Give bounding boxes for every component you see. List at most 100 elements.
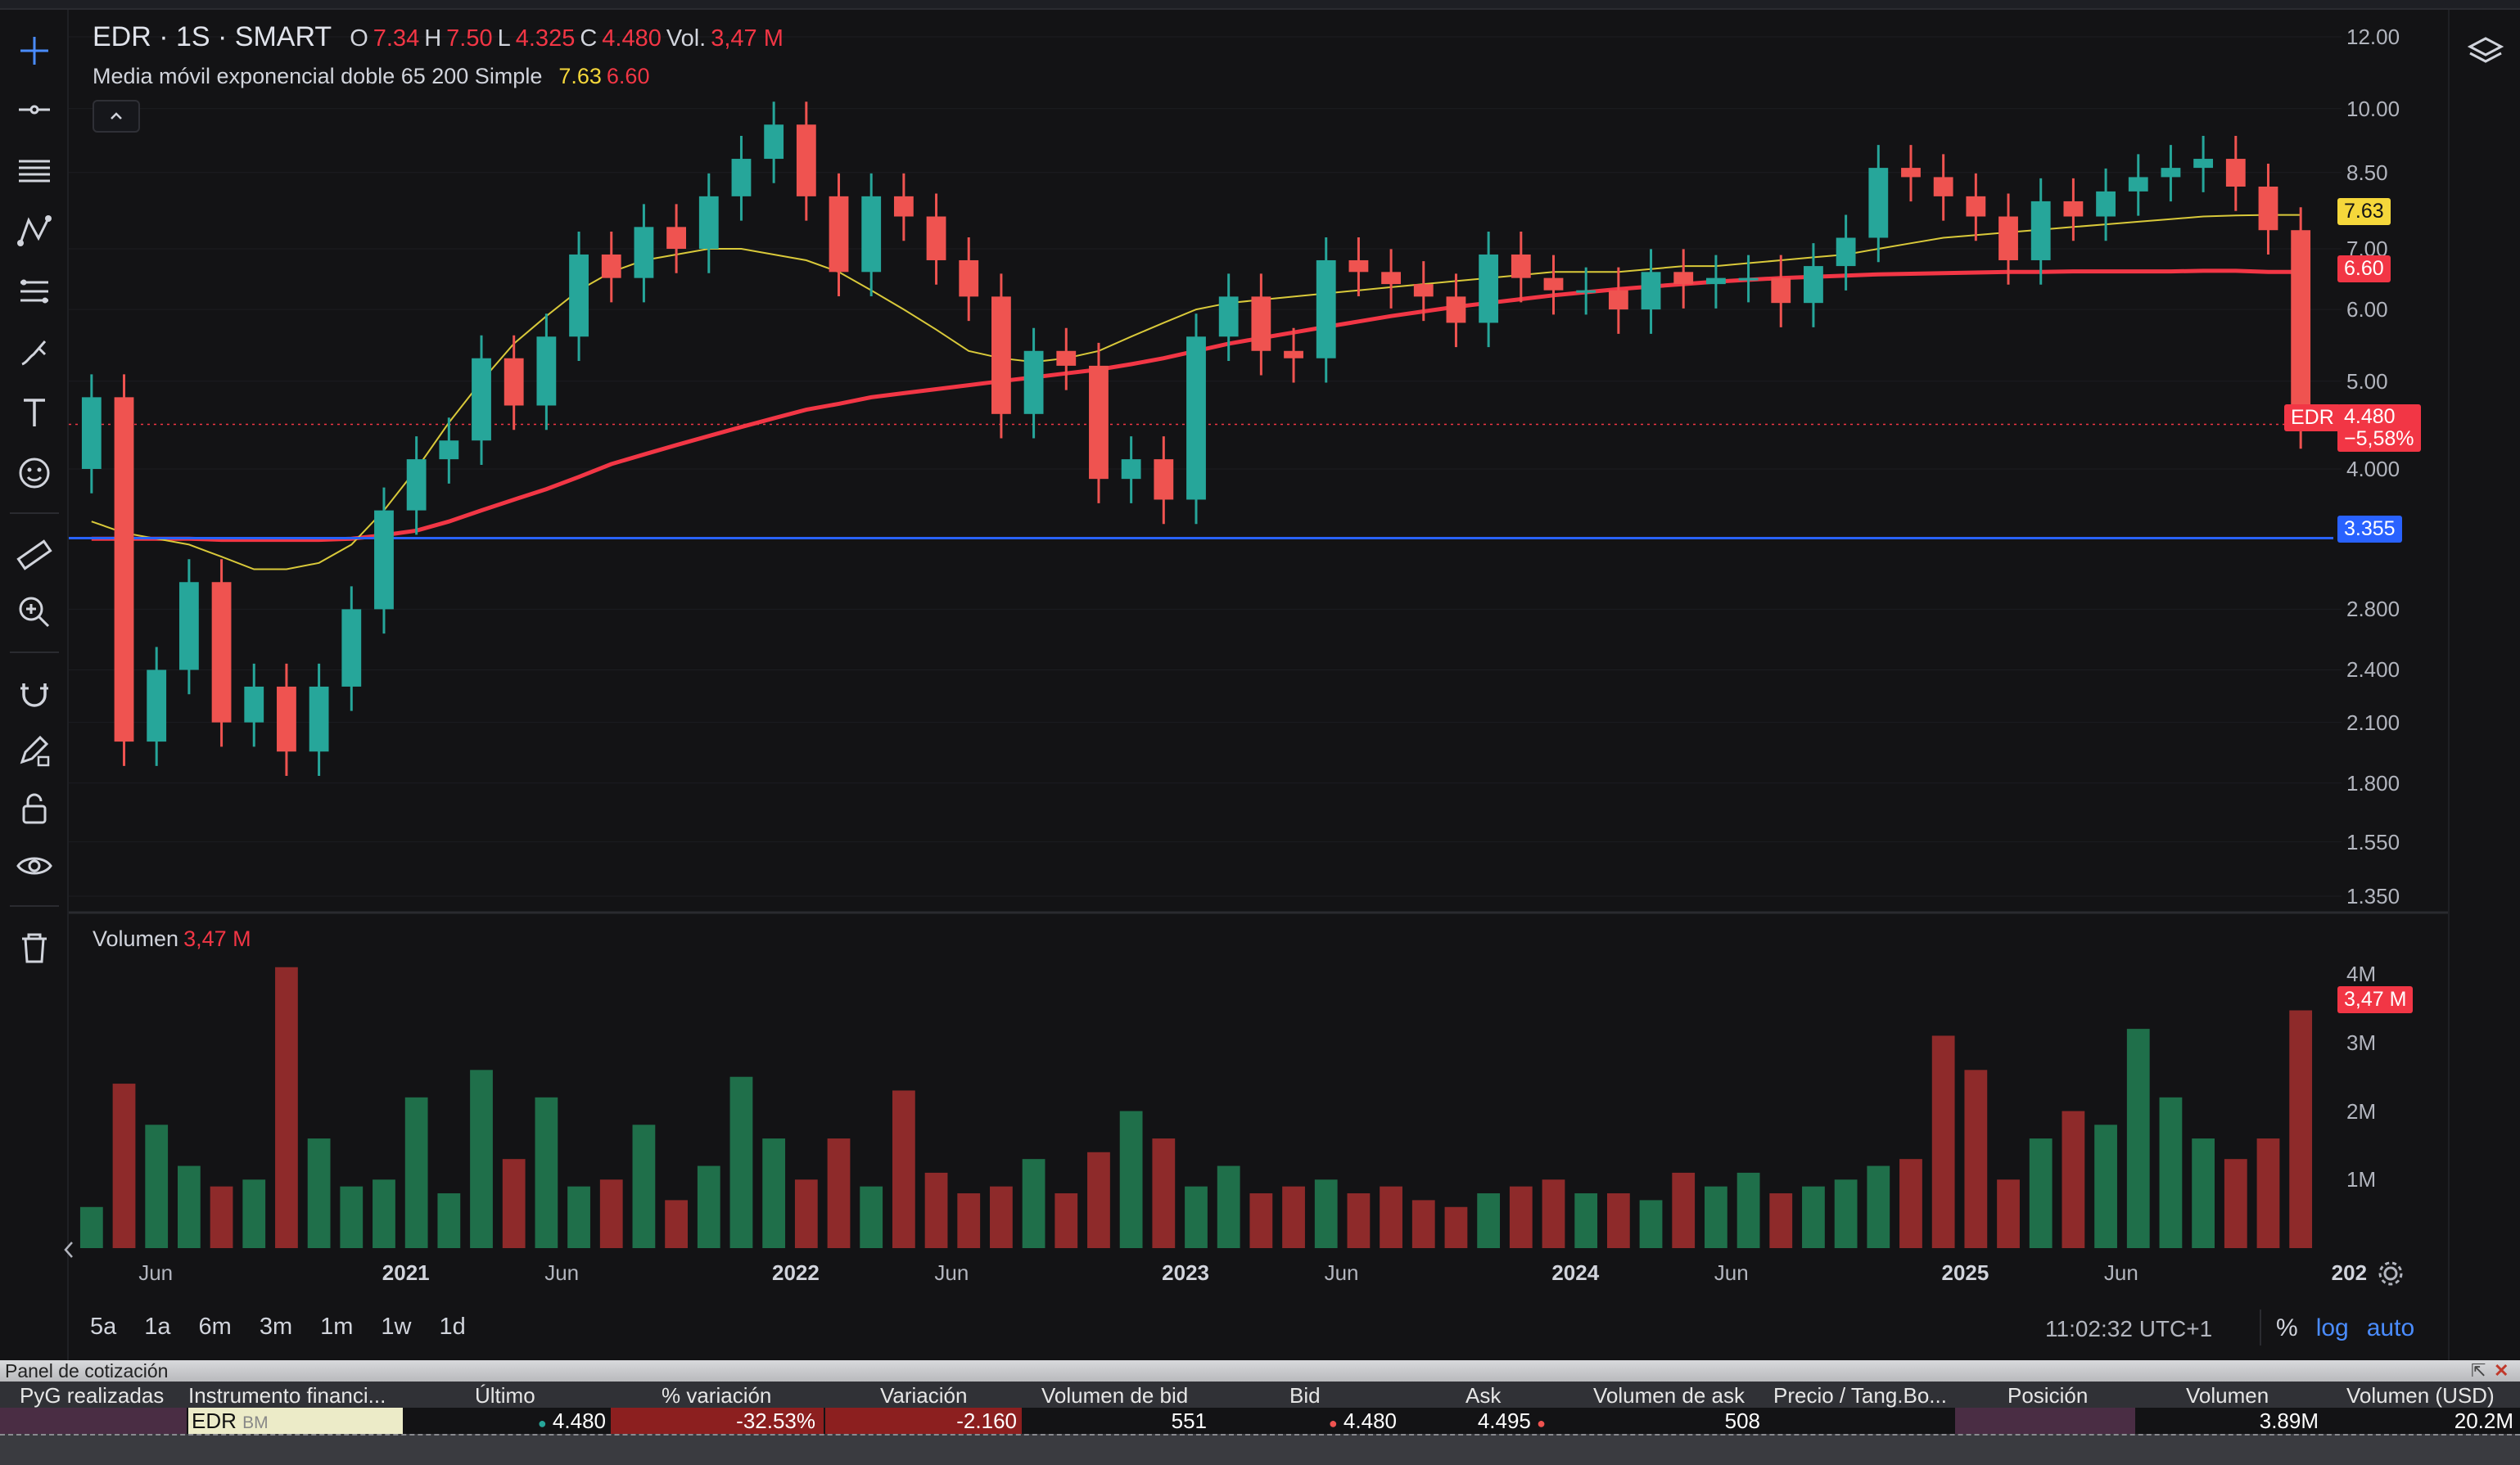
ruler-icon[interactable] (5, 530, 64, 579)
volume-bar (2094, 1125, 2117, 1248)
volume-bar (1705, 1186, 1727, 1248)
range-6m[interactable]: 6m (198, 1314, 232, 1340)
col-instrument[interactable]: Instrumento financi... (188, 1383, 386, 1408)
col-ask-volume[interactable]: Volumen de ask (1593, 1383, 1745, 1408)
candle (1381, 249, 1401, 309)
cell-volume: 3.89M (2259, 1409, 2319, 1433)
log-scale-toggle[interactable]: log (2315, 1314, 2349, 1341)
col-price-book[interactable]: Precio / Tang.Bo... (1773, 1383, 1947, 1408)
candle (634, 204, 654, 303)
bid-tick-dot-icon: ● (1328, 1415, 1338, 1431)
volume-legend[interactable]: Volumen 3,47 M (93, 926, 251, 952)
pencil-lock-icon[interactable] (5, 727, 64, 776)
text-icon[interactable] (5, 388, 64, 437)
candle (1771, 255, 1791, 327)
cell-bid-volume: 551 (1171, 1409, 1207, 1433)
crosshair-icon[interactable] (5, 26, 64, 75)
col-volume-usd[interactable]: Volumen (USD) (2346, 1383, 2495, 1408)
volume-bar (2126, 1029, 2150, 1248)
top-bar (0, 0, 2520, 10)
ema-slow-value: 6.60 (606, 64, 650, 88)
volume-bar (1834, 1179, 1858, 1248)
cell-bid: ● 4.480 (1213, 1408, 1402, 1434)
volume-bar (112, 1084, 136, 1248)
brush-icon[interactable] (5, 327, 64, 376)
price-chart[interactable] (0, 0, 2520, 1360)
clock[interactable]: 11:02:32 UTC+1 (2045, 1316, 2213, 1341)
percent-scale-toggle[interactable]: % (2276, 1314, 2298, 1341)
price-tick-label: 8.50 (2346, 160, 2388, 185)
volume-bar (2159, 1097, 2183, 1248)
volume-bar (1542, 1179, 1565, 1248)
volume-indicator-value: 3,47 M (183, 926, 251, 951)
time-tick-label: 202 (2331, 1260, 2368, 1285)
date-range-bar: 5a 1a 6m 3m 1m 1w 1d (90, 1314, 466, 1341)
quote-panel-title-bar[interactable]: Panel de cotización ⇱ ✕ (0, 1360, 2520, 1382)
range-5y[interactable]: 5a (90, 1314, 117, 1340)
volume-bar (1964, 1070, 1988, 1248)
quote-row[interactable]: EDR BM ● 4.480 -32.53% -2.160 551 ● 4.48… (0, 1408, 2520, 1434)
candle (959, 237, 979, 322)
toolbar-separator (10, 905, 59, 907)
price-tick-label: 4.000 (2346, 456, 2400, 481)
col-ask[interactable]: Ask (1465, 1383, 1502, 1408)
time-tick-label: Jun (1324, 1260, 1359, 1285)
lock-icon[interactable] (5, 784, 64, 833)
volume-bar (79, 1206, 103, 1248)
col-position[interactable]: Posición (2007, 1383, 2089, 1408)
range-1m[interactable]: 1m (320, 1314, 354, 1340)
time-tick-label: Jun (138, 1260, 174, 1285)
settings-gear-icon[interactable] (2376, 1259, 2405, 1288)
eye-icon[interactable] (5, 841, 64, 890)
col-bid-volume[interactable]: Volumen de bid (1041, 1383, 1189, 1408)
zoom-in-icon[interactable] (5, 588, 64, 637)
col-bid[interactable]: Bid (1289, 1383, 1321, 1408)
cell-instrument: EDR BM (188, 1408, 403, 1434)
fib-icon[interactable] (5, 267, 64, 316)
scroll-left-icon[interactable] (62, 1237, 75, 1262)
volume-tick-label: 4M (2346, 962, 2377, 987)
close-icon[interactable]: ✕ (2494, 1360, 2509, 1381)
col-change[interactable]: Variación (880, 1383, 968, 1408)
volume-bar (1249, 1193, 1273, 1248)
col-last[interactable]: Último (475, 1383, 535, 1408)
high-value: 7.50 (446, 25, 493, 52)
layers-icon[interactable] (2456, 26, 2515, 75)
right-sidebar (2448, 10, 2520, 1360)
candle (1511, 231, 1531, 303)
horizontal-lines-icon[interactable] (5, 146, 64, 195)
high-label: H (424, 25, 442, 52)
detach-icon[interactable]: ⇱ (2471, 1360, 2486, 1381)
range-1w[interactable]: 1w (381, 1314, 412, 1340)
volume-bar (1931, 1035, 1955, 1248)
volume-bar (1087, 1152, 1110, 1248)
range-1d[interactable]: 1d (439, 1314, 466, 1340)
drawing-toolbar (0, 10, 69, 1360)
candle (1641, 249, 1661, 334)
indicator-name[interactable]: Media móvil exponencial doble 65 200 Sim… (93, 64, 543, 88)
range-1y[interactable]: 1a (144, 1314, 171, 1340)
price-tick-label: 1.800 (2346, 770, 2400, 796)
pattern-icon[interactable] (5, 206, 64, 255)
indicator-legend[interactable]: Media móvil exponencial doble 65 200 Sim… (93, 64, 649, 89)
last-price-badge: 4.480 −5,58% (2337, 404, 2421, 452)
symbol-name[interactable]: EDR · 1S · SMART (93, 21, 332, 52)
candle (147, 647, 167, 766)
volume-bar (2256, 1138, 2280, 1248)
price-tick-label: 2.800 (2346, 597, 2400, 622)
trend-line-icon[interactable] (5, 85, 64, 134)
symbol-tag-badge: EDR (2284, 404, 2341, 431)
col-pct-change[interactable]: % variación (662, 1383, 772, 1408)
volume-indicator-name[interactable]: Volumen (93, 926, 179, 951)
col-volume[interactable]: Volumen (2186, 1383, 2269, 1408)
last-value: 4.480 (552, 1409, 606, 1433)
magnet-icon[interactable] (5, 669, 64, 719)
collapse-legend-button[interactable] (93, 100, 140, 133)
emoji-icon[interactable] (5, 449, 64, 498)
range-3m[interactable]: 3m (259, 1314, 293, 1340)
candle (1121, 436, 1141, 503)
auto-scale-toggle[interactable]: auto (2366, 1314, 2415, 1341)
volume-bar (275, 967, 298, 1248)
col-realized-pnl[interactable]: PyG realizadas (20, 1383, 165, 1408)
trash-icon[interactable] (5, 923, 64, 972)
